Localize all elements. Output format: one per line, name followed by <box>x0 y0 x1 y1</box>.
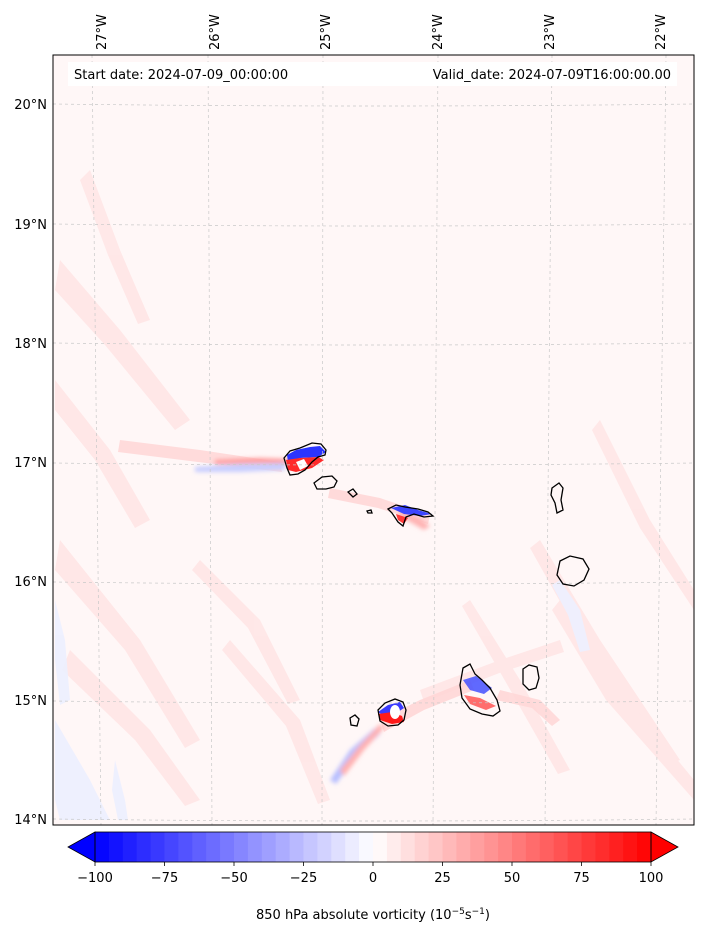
colorbar-segment <box>456 832 471 862</box>
map-frame <box>52 54 695 826</box>
island-fogo <box>377 698 407 727</box>
colorbar-segment <box>303 832 318 862</box>
colorbar-tick-label: −100 <box>77 871 113 886</box>
colorbar-segment <box>136 832 151 862</box>
colorbar-segment <box>386 832 402 862</box>
colorbar-min-extension <box>67 831 96 863</box>
island-raso <box>366 509 373 514</box>
colorbar-segment <box>150 832 165 862</box>
island-santa-luzia <box>346 488 358 498</box>
island-santiago <box>459 663 501 717</box>
colorbar-segments <box>95 832 652 862</box>
island-sao-vicente <box>313 475 338 490</box>
island-sal <box>550 482 564 514</box>
colorbar-segment <box>178 832 193 862</box>
colorbar-tick-label: −50 <box>220 871 247 886</box>
island-brava <box>349 714 360 727</box>
colorbar-segment <box>498 832 513 862</box>
lat-label-14n: 14°N <box>14 813 47 828</box>
island-sao-nicolau <box>386 504 435 528</box>
lon-label-25w: 25°W <box>319 14 334 50</box>
colorbar: −100 −75 −50 −25 0 25 50 75 100 850 hPa absolute… <box>67 831 679 923</box>
colorbar-segment <box>108 832 124 862</box>
island-maio <box>522 664 540 691</box>
colorbar-segment <box>567 832 582 862</box>
colorbar-segment <box>220 832 235 862</box>
island-santo-antao <box>283 442 327 476</box>
start-date-text: Start date: 2024-07-09_00:00:00 <box>74 68 288 83</box>
colorbar-segment <box>95 832 110 862</box>
coastlines <box>283 442 590 727</box>
lon-label-26w: 26°W <box>208 14 223 50</box>
colorbar-tick-label: −75 <box>151 871 178 886</box>
colorbar-segment <box>553 832 568 862</box>
colorbar-segment <box>289 832 304 862</box>
lon-label-24w: 24°W <box>431 14 446 50</box>
colorbar-tick-label: 25 <box>434 871 451 886</box>
colorbar-segment <box>414 832 429 862</box>
lon-label-27w: 27°W <box>95 14 110 50</box>
colorbar-segment <box>192 832 207 862</box>
colorbar-segment <box>206 832 221 862</box>
colorbar-segment <box>359 832 374 862</box>
colorbar-segment <box>442 832 457 862</box>
colorbar-segment <box>484 832 499 862</box>
colorbar-segment <box>581 832 596 862</box>
colorbar-segment <box>247 832 263 862</box>
colorbar-tick-label: 100 <box>639 871 664 886</box>
lat-label-18n: 18°N <box>14 337 47 352</box>
lat-label-20n: 20°N <box>14 98 47 113</box>
date-header-box <box>68 62 677 86</box>
lon-label-22w: 22°W <box>654 14 669 50</box>
colorbar-segment <box>122 832 138 862</box>
colorbar-segment <box>345 832 360 862</box>
colorbar-tick-label: 0 <box>369 871 377 886</box>
colorbar-segment <box>525 832 541 862</box>
lat-label-17n: 17°N <box>14 456 47 471</box>
vorticity-field <box>55 170 694 820</box>
colorbar-segment <box>595 832 610 862</box>
latitude-labels: 20°N 19°N 18°N 17°N 16°N 15°N 14°N <box>14 98 47 828</box>
colorbar-tick-label: 75 <box>573 871 590 886</box>
valid-date-text: Valid_date: 2024-07-09T16:00:00.00 <box>433 68 671 83</box>
colorbar-segment <box>373 832 388 862</box>
colorbar-segment <box>512 832 527 862</box>
lat-label-19n: 19°N <box>14 218 47 233</box>
colorbar-segment <box>275 832 290 862</box>
gridlines <box>53 55 694 825</box>
colorbar-segment <box>261 832 277 862</box>
colorbar-segment <box>609 832 624 862</box>
colorbar-tick-label: −25 <box>290 871 317 886</box>
colorbar-segment <box>164 832 179 862</box>
colorbar-segment <box>331 832 346 862</box>
colorbar-segment <box>637 832 652 862</box>
lon-label-23w: 23°W <box>543 14 558 50</box>
colorbar-segment <box>428 832 443 862</box>
lat-label-15n: 15°N <box>14 694 47 709</box>
colorbar-ticks: −100 −75 −50 −25 0 25 50 75 100 <box>77 862 663 886</box>
colorbar-segment <box>400 832 416 862</box>
colorbar-segment <box>623 832 638 862</box>
colorbar-segment <box>470 832 485 862</box>
island-boa-vista <box>556 555 590 587</box>
colorbar-title: 850 hPa absolute vorticity (10−5s−1) <box>256 907 490 923</box>
lat-label-16n: 16°N <box>14 575 47 590</box>
colorbar-segment <box>539 832 555 862</box>
colorbar-tick-label: 50 <box>504 871 521 886</box>
colorbar-segment <box>234 832 249 862</box>
colorbar-segment <box>317 832 332 862</box>
longitude-labels: 27°W 26°W 25°W 24°W 23°W 22°W <box>95 14 669 50</box>
colorbar-max-extension <box>650 831 679 863</box>
